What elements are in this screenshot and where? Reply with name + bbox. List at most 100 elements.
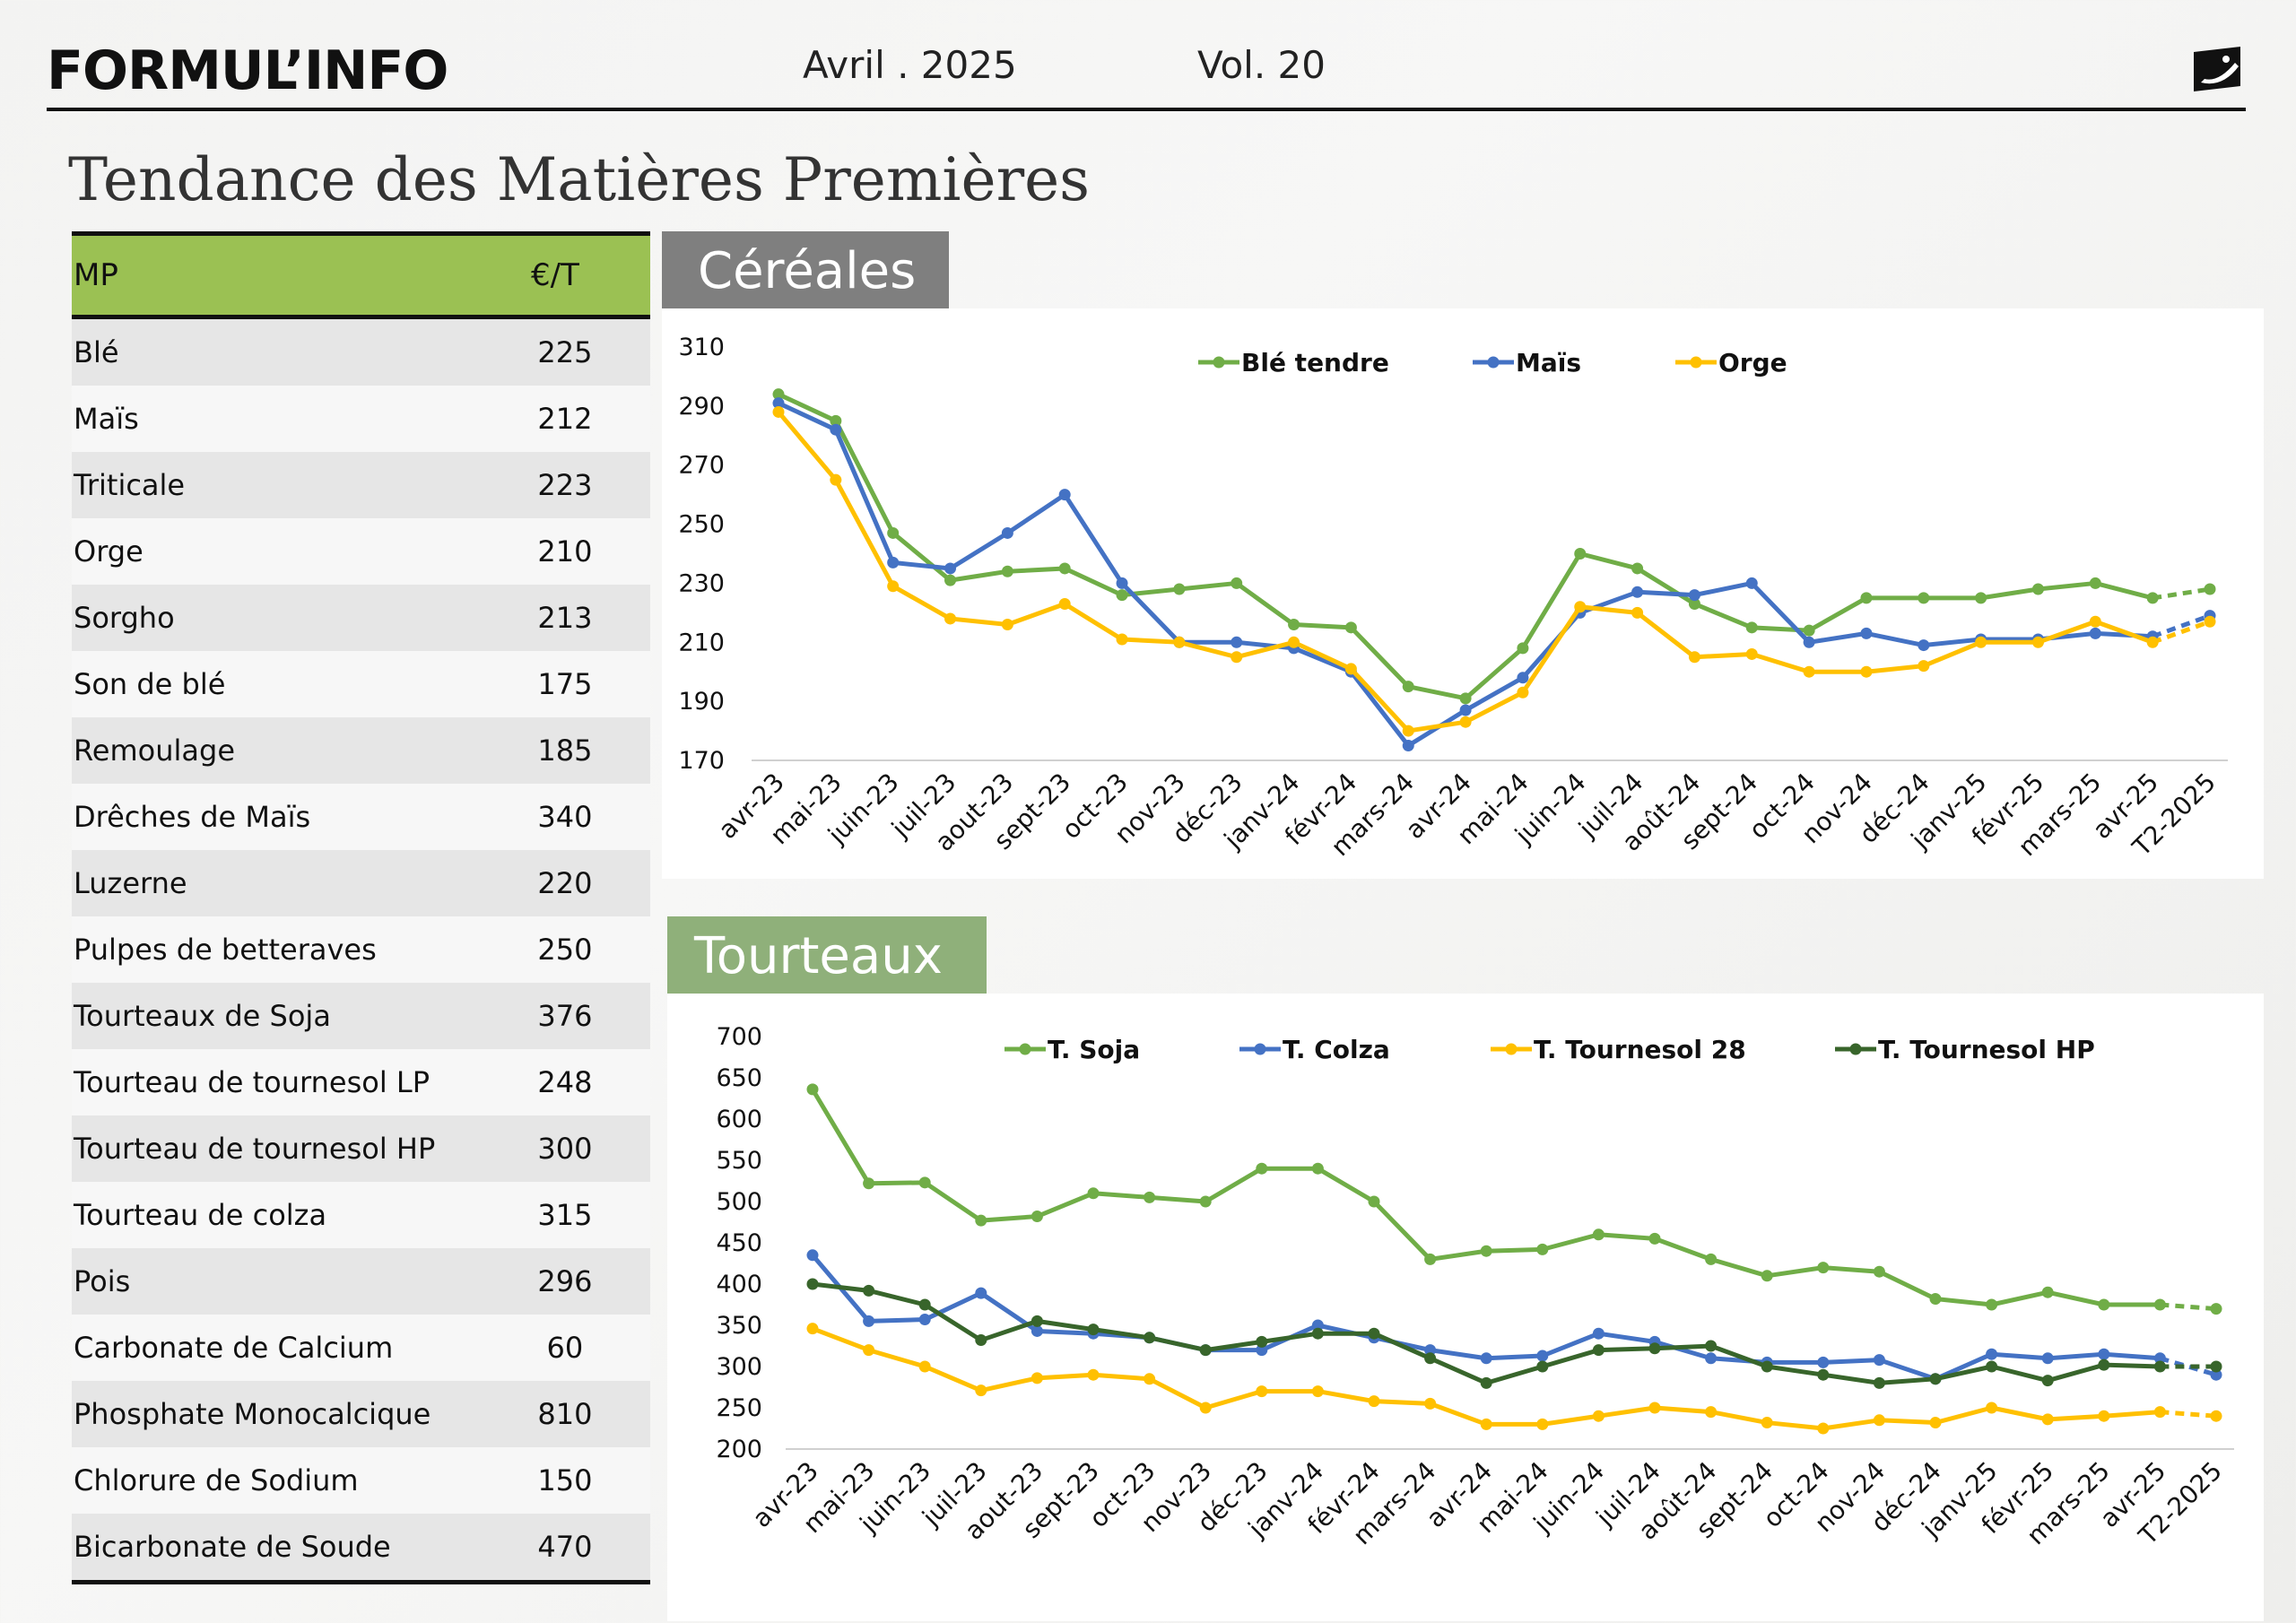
row-price-value: 220 xyxy=(537,866,593,900)
data-point xyxy=(1199,1344,1212,1357)
y-tick-label: 400 xyxy=(716,1271,762,1298)
y-tick-label: 230 xyxy=(678,569,725,597)
data-point xyxy=(1173,636,1186,648)
legend-marker xyxy=(1487,356,1500,369)
table-row: Phosphate Monocalcique 810 xyxy=(72,1381,650,1447)
data-point xyxy=(1817,1422,1830,1435)
row-material-name: Sorgho xyxy=(74,601,175,635)
y-tick-label: 210 xyxy=(678,629,725,656)
data-point xyxy=(1745,647,1758,660)
row-price-value: 296 xyxy=(537,1264,593,1298)
y-tick-label: 270 xyxy=(678,452,725,480)
row-material-name: Tourteau de tournesol HP xyxy=(74,1132,436,1166)
column-header-price: €/T xyxy=(531,257,579,293)
data-point xyxy=(1688,597,1700,610)
row-price-value: 150 xyxy=(537,1463,593,1497)
row-price-value: 60 xyxy=(546,1331,584,1365)
brand-title: FORMUL’INFO xyxy=(47,39,448,102)
data-point xyxy=(863,1315,875,1327)
table-row: Pois 296 xyxy=(72,1248,650,1315)
data-point xyxy=(1368,1195,1380,1208)
y-tick-label: 300 xyxy=(716,1353,762,1381)
row-price-value: 300 xyxy=(537,1132,593,1166)
data-point xyxy=(863,1284,875,1297)
data-point xyxy=(1231,651,1243,664)
table-row: Drêches de Maïs 340 xyxy=(72,784,650,850)
data-point xyxy=(1311,1385,1324,1398)
data-point xyxy=(1424,1397,1437,1410)
data-point xyxy=(1199,1402,1212,1414)
table-row: Maïs 212 xyxy=(72,386,650,452)
data-point xyxy=(1860,592,1873,604)
legend-label: T. Colza xyxy=(1283,1035,1390,1064)
data-point xyxy=(1480,1352,1492,1365)
magazine-logo-icon xyxy=(2194,47,2240,91)
data-point xyxy=(1803,665,1815,678)
data-point xyxy=(1116,633,1128,646)
data-point xyxy=(1144,1191,1156,1203)
data-point xyxy=(806,1278,819,1290)
legend-label: Blé tendre xyxy=(1241,348,1389,378)
data-point xyxy=(918,1176,931,1189)
data-point xyxy=(1929,1293,1942,1306)
data-point xyxy=(1929,1373,1942,1385)
data-point xyxy=(1860,665,1873,678)
data-point xyxy=(1311,1162,1324,1175)
page-title: Tendance des Matières Premières xyxy=(68,145,1091,214)
row-price-value: 315 xyxy=(537,1198,593,1232)
row-price-value: 340 xyxy=(537,800,593,834)
data-point xyxy=(1688,651,1700,664)
table-bottom-rule xyxy=(72,1580,650,1584)
data-point xyxy=(1929,1417,1942,1429)
data-point xyxy=(1975,636,1987,648)
y-tick-label: 290 xyxy=(678,393,725,421)
data-point xyxy=(1745,577,1758,589)
data-point xyxy=(1424,1344,1437,1357)
data-point xyxy=(1087,1368,1100,1381)
data-point xyxy=(1986,1348,1998,1360)
data-point xyxy=(1344,621,1357,634)
data-point xyxy=(1199,1195,1212,1208)
table-row: Tourteaux de Soja 376 xyxy=(72,983,650,1049)
data-point xyxy=(944,574,957,586)
row-material-name: Tourteau de colza xyxy=(74,1198,327,1232)
data-point xyxy=(1817,1368,1830,1381)
data-point xyxy=(887,580,900,593)
data-point xyxy=(830,473,842,486)
chart-tourteaux: 200250300350400450500550600650700avr-23m… xyxy=(716,1023,2234,1551)
header: FORMUL’INFO Avril . 2025 Vol. 20 xyxy=(47,36,2246,111)
row-price-value: 248 xyxy=(537,1065,593,1099)
data-point xyxy=(1592,1410,1605,1422)
data-point xyxy=(2210,1410,2222,1422)
data-point xyxy=(1144,1332,1156,1344)
data-point xyxy=(2146,636,2159,648)
data-point xyxy=(1817,1262,1830,1274)
data-point xyxy=(772,405,785,418)
series-forecast-line xyxy=(2152,619,2211,645)
data-point xyxy=(975,1214,987,1227)
table-row: Orge 210 xyxy=(72,518,650,585)
data-point xyxy=(2098,1298,2110,1311)
data-point xyxy=(2089,627,2101,639)
data-point xyxy=(1402,725,1414,737)
row-material-name: Phosphate Monocalcique xyxy=(74,1397,431,1431)
chart-panel-tourteaux: 200 250 300 350 400 450 500 550 600 650 700 avr-23 m… xyxy=(667,994,2264,1621)
y-tick-label: 600 xyxy=(716,1106,762,1133)
data-point xyxy=(1517,672,1529,684)
legend-label: Maïs xyxy=(1516,348,1581,378)
y-tick-label: 170 xyxy=(678,747,725,775)
legend-marker xyxy=(1254,1043,1266,1055)
data-point xyxy=(863,1177,875,1190)
chart-cereales: 170190210230250270290310avr-23mai-23juin… xyxy=(678,334,2228,863)
data-point xyxy=(1873,1354,1885,1367)
data-point xyxy=(1256,1385,1268,1398)
row-price-value: 225 xyxy=(537,335,593,369)
row-price-value: 376 xyxy=(537,999,593,1033)
data-point xyxy=(1803,636,1815,648)
data-point xyxy=(1631,586,1644,598)
series-forecast-line xyxy=(2152,586,2211,601)
data-point xyxy=(1459,692,1472,705)
data-point xyxy=(975,1334,987,1347)
data-point xyxy=(2089,615,2101,628)
data-point xyxy=(1873,1414,1885,1427)
